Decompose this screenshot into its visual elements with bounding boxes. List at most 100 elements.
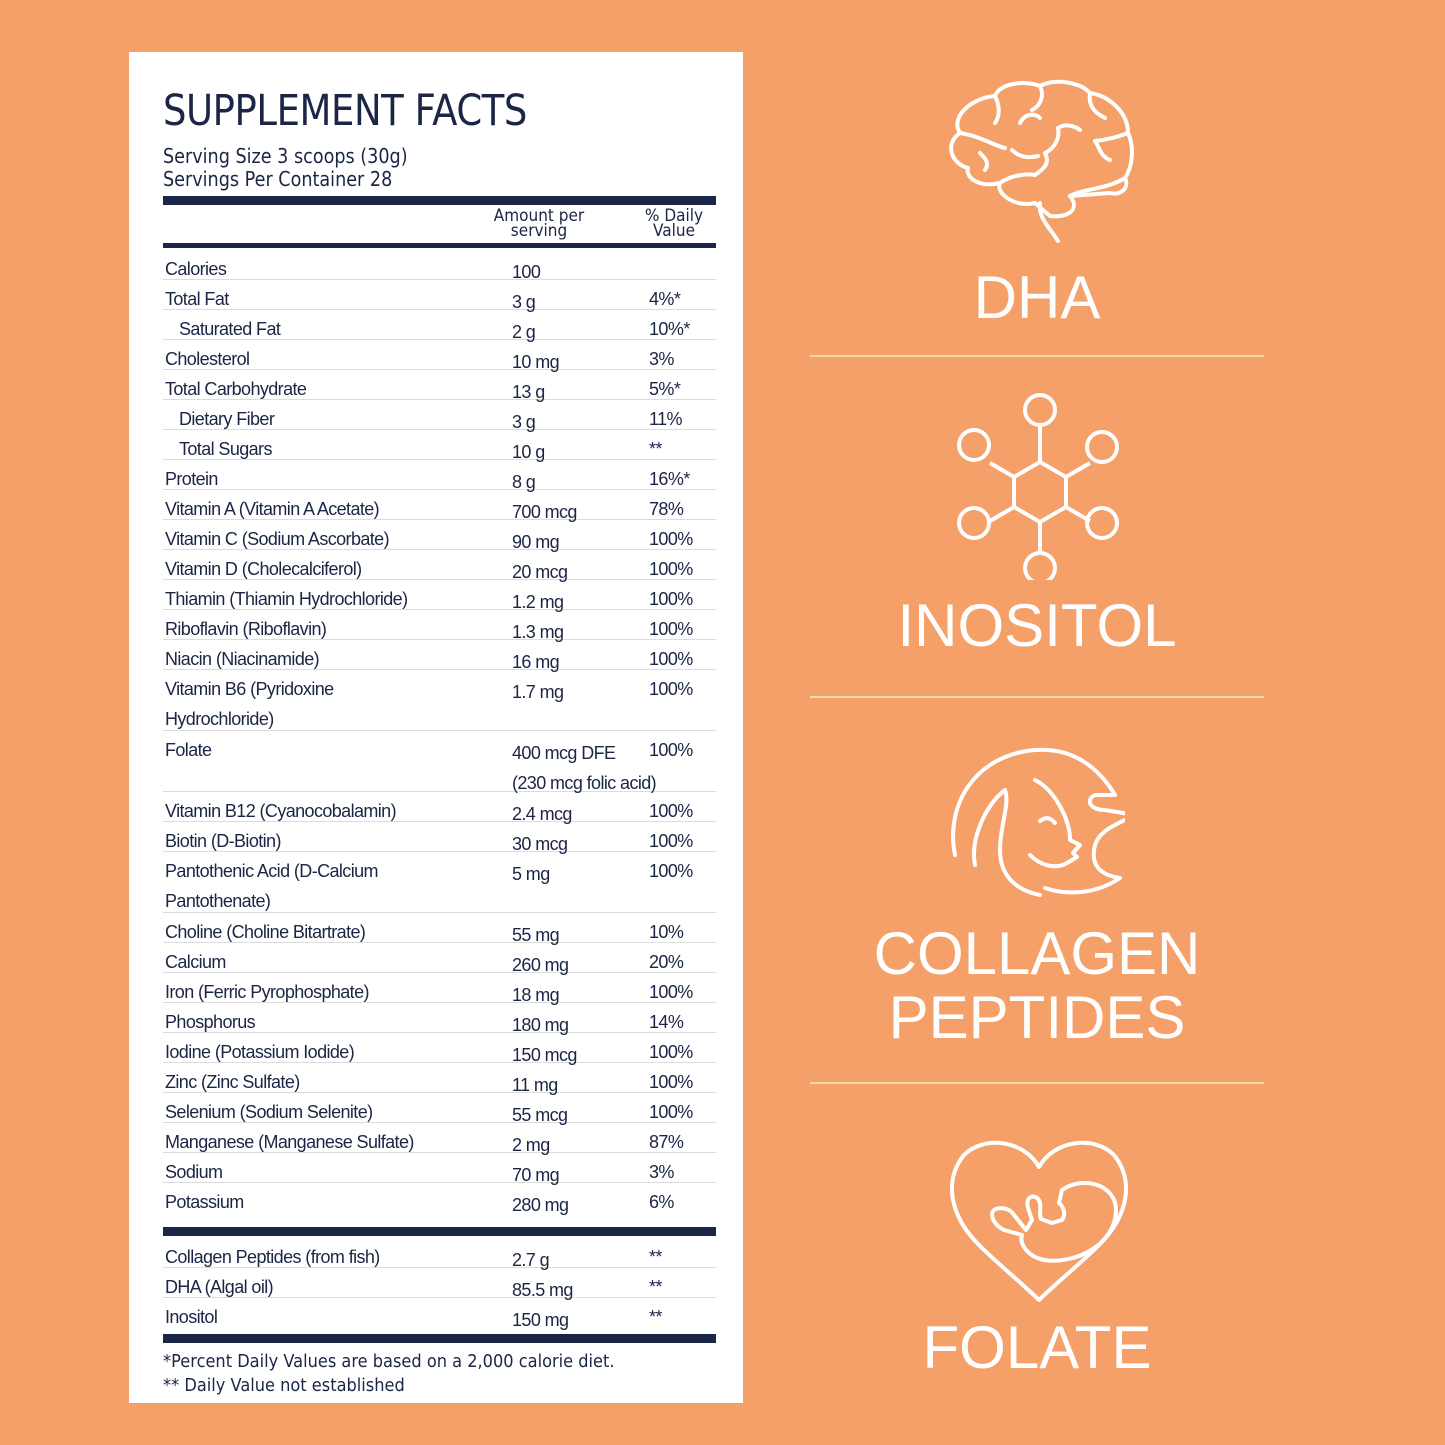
nutrient-name-line: Total Sugars xyxy=(179,439,272,459)
nutrient-table: Calories 100 Total Fat 3 g 4%* Saturated Fat 2… xyxy=(163,250,716,1215)
table-row: Cholesterol 10 mg 3% xyxy=(163,340,716,372)
nutrient-amount: 10 g xyxy=(512,437,545,467)
feature-label-peptides: PEPTIDES xyxy=(888,984,1186,1051)
nutrient-amount: 8 g xyxy=(512,467,536,497)
nutrient-daily-value: 100% xyxy=(649,529,693,549)
nutrient-name: Manganese (Manganese Sulfate) xyxy=(165,1127,414,1157)
nutrient-name: Total Fat xyxy=(165,284,229,314)
nutrient-name: Vitamin C (Sodium Ascorbate) xyxy=(165,524,390,554)
nutrient-daily-value: 100% xyxy=(649,861,693,881)
nutrient-name-line: Folate xyxy=(165,740,212,760)
table-row: Vitamin A (Vitamin A Acetate) 700 mcg 78% xyxy=(163,490,716,522)
nutrient-amount: 150 mg xyxy=(512,1305,569,1335)
amount-line: 55 mcg xyxy=(512,1105,568,1125)
nutrient-daily-value: 6% xyxy=(649,1192,674,1212)
nutrient-name-line: Thiamin (Thiamin Hydrochloride) xyxy=(165,589,408,609)
nutrient-name: DHA (Algal oil) xyxy=(165,1272,274,1302)
nutrient-amount: 85.5 mg xyxy=(512,1275,573,1305)
bottom-bar xyxy=(163,1334,716,1343)
table-row: Total Fat 3 g 4%* xyxy=(163,280,716,312)
nutrient-name-line: Total Fat xyxy=(165,289,229,309)
table-row: Vitamin B6 (Pyridoxine Hydrochloride) 1.7 … xyxy=(163,670,716,731)
nutrient-name: Vitamin B12 (Cyanocobalamin) xyxy=(165,796,397,826)
amount-line: 5 mg xyxy=(512,864,550,884)
table-row: Selenium (Sodium Selenite) 55 mcg 100% xyxy=(163,1093,716,1125)
nutrient-name: Thiamin (Thiamin Hydrochloride) xyxy=(165,584,408,614)
nutrient-daily-value: 100% xyxy=(649,801,693,821)
nutrient-amount: 1.2 mg xyxy=(512,587,564,617)
nutrient-name-line: Calories xyxy=(165,259,227,279)
nutrient-name-line: Choline (Choline Bitartrate) xyxy=(165,922,366,942)
nutrient-daily-value: 100% xyxy=(649,619,693,639)
nutrient-amount: 55 mg xyxy=(512,920,560,950)
table-row: Total Carbohydrate 13 g 5%* xyxy=(163,370,716,402)
nutrient-name: Zinc (Zinc Sulfate) xyxy=(165,1067,300,1097)
nutrient-daily-value: 100% xyxy=(649,740,693,760)
amount-line: 30 mcg xyxy=(512,834,568,854)
amount-line: 11 mg xyxy=(512,1075,558,1095)
nutrient-daily-value: 16%* xyxy=(649,469,690,489)
nutrient-amount: 55 mcg xyxy=(512,1100,568,1130)
amount-line: 2.4 mcg xyxy=(512,804,572,824)
nutrient-name-line: Riboflavin (Riboflavin) xyxy=(165,619,327,639)
woman-profile-icon xyxy=(951,747,1125,897)
nutrient-daily-value: 4%* xyxy=(649,289,681,309)
feature-label-dha: DHA xyxy=(973,264,1101,331)
molecule-icon xyxy=(957,393,1119,580)
nutrient-name: Calories xyxy=(165,254,227,284)
nutrient-daily-value: ** xyxy=(649,439,662,459)
nutrient-daily-value: 100% xyxy=(649,831,693,851)
amount-line: 3 g xyxy=(512,412,536,432)
nutrient-name-line2: Pantothenate) xyxy=(165,891,271,911)
nutrient-name: Biotin (D-Biotin) xyxy=(165,826,281,856)
nutrient-name: Total Sugars xyxy=(179,434,272,464)
amount-line: 16 mg xyxy=(512,652,560,672)
table-row: Iron (Ferric Pyrophosphate) 18 mg 100% xyxy=(163,973,716,1005)
nutrient-name: Vitamin B6 (Pyridoxine Hydrochloride) xyxy=(165,674,334,734)
brain-icon xyxy=(949,79,1134,243)
nutrient-name-line: Biotin (D-Biotin) xyxy=(165,831,281,851)
divider-2 xyxy=(810,696,1264,698)
nutrient-name: Total Carbohydrate xyxy=(165,374,307,404)
nutrient-name-line: Vitamin B6 (Pyridoxine xyxy=(165,679,334,699)
servings-per-container: Servings Per Container 28 xyxy=(163,167,393,191)
nutrient-name-line: Total Carbohydrate xyxy=(165,379,307,399)
amount-line: 90 mg xyxy=(512,532,560,552)
nutrient-name: Protein xyxy=(165,464,218,494)
nutrient-amount: 2.4 mcg xyxy=(512,799,572,829)
nutrient-amount: 280 mg xyxy=(512,1190,569,1220)
amount-line: 100 xyxy=(512,262,541,282)
nutrient-amount: 11 mg xyxy=(512,1070,558,1100)
table-row: Choline (Choline Bitartrate) 55 mg 10% xyxy=(163,913,716,945)
nutrient-name: Iron (Ferric Pyrophosphate) xyxy=(165,977,369,1007)
nutrient-daily-value: 5%* xyxy=(649,379,681,399)
nutrient-name-line: Saturated Fat xyxy=(179,319,281,339)
amount-line: 3 g xyxy=(512,292,536,312)
nutrient-name-line2: Hydrochloride) xyxy=(165,709,274,729)
nutrient-name-line: Niacin (Niacinamide) xyxy=(165,649,320,669)
nutrient-name: Vitamin D (Cholecalciferol) xyxy=(165,554,362,584)
nutrient-name: Folate xyxy=(165,735,212,765)
nutrient-name: Calcium xyxy=(165,947,226,977)
amount-line: 2 g xyxy=(512,322,536,342)
nutrient-name-line: Collagen Peptides (from fish) xyxy=(165,1247,380,1267)
nutrient-daily-value: 100% xyxy=(649,982,693,1002)
feature-label-folate: FOLATE xyxy=(922,1314,1152,1381)
nutrient-amount: 150 mcg xyxy=(512,1040,577,1070)
nutrient-amount: 13 g xyxy=(512,377,545,407)
facts-title: SUPPLEMENT FACTS xyxy=(163,86,527,136)
nutrient-amount: 70 mg xyxy=(512,1160,560,1190)
amount-line: 2.7 g xyxy=(512,1250,550,1270)
table-row: Pantothenic Acid (D-Calcium Pantothenate)… xyxy=(163,852,716,913)
nutrient-name-line: Dietary Fiber xyxy=(179,409,275,429)
nutrient-amount: 2 g xyxy=(512,317,536,347)
amount-line: 1.7 mg xyxy=(512,682,564,702)
nutrient-amount: 3 g xyxy=(512,287,536,317)
table-row: Calcium 260 mg 20% xyxy=(163,943,716,975)
nutrient-name-line: Calcium xyxy=(165,952,226,972)
nutrient-daily-value: 100% xyxy=(649,1102,693,1122)
nutrient-amount: 260 mg xyxy=(512,950,569,980)
amount-line: 150 mcg xyxy=(512,1045,577,1065)
nutrient-amount: 2 mg xyxy=(512,1130,550,1160)
header-bar xyxy=(163,243,716,248)
